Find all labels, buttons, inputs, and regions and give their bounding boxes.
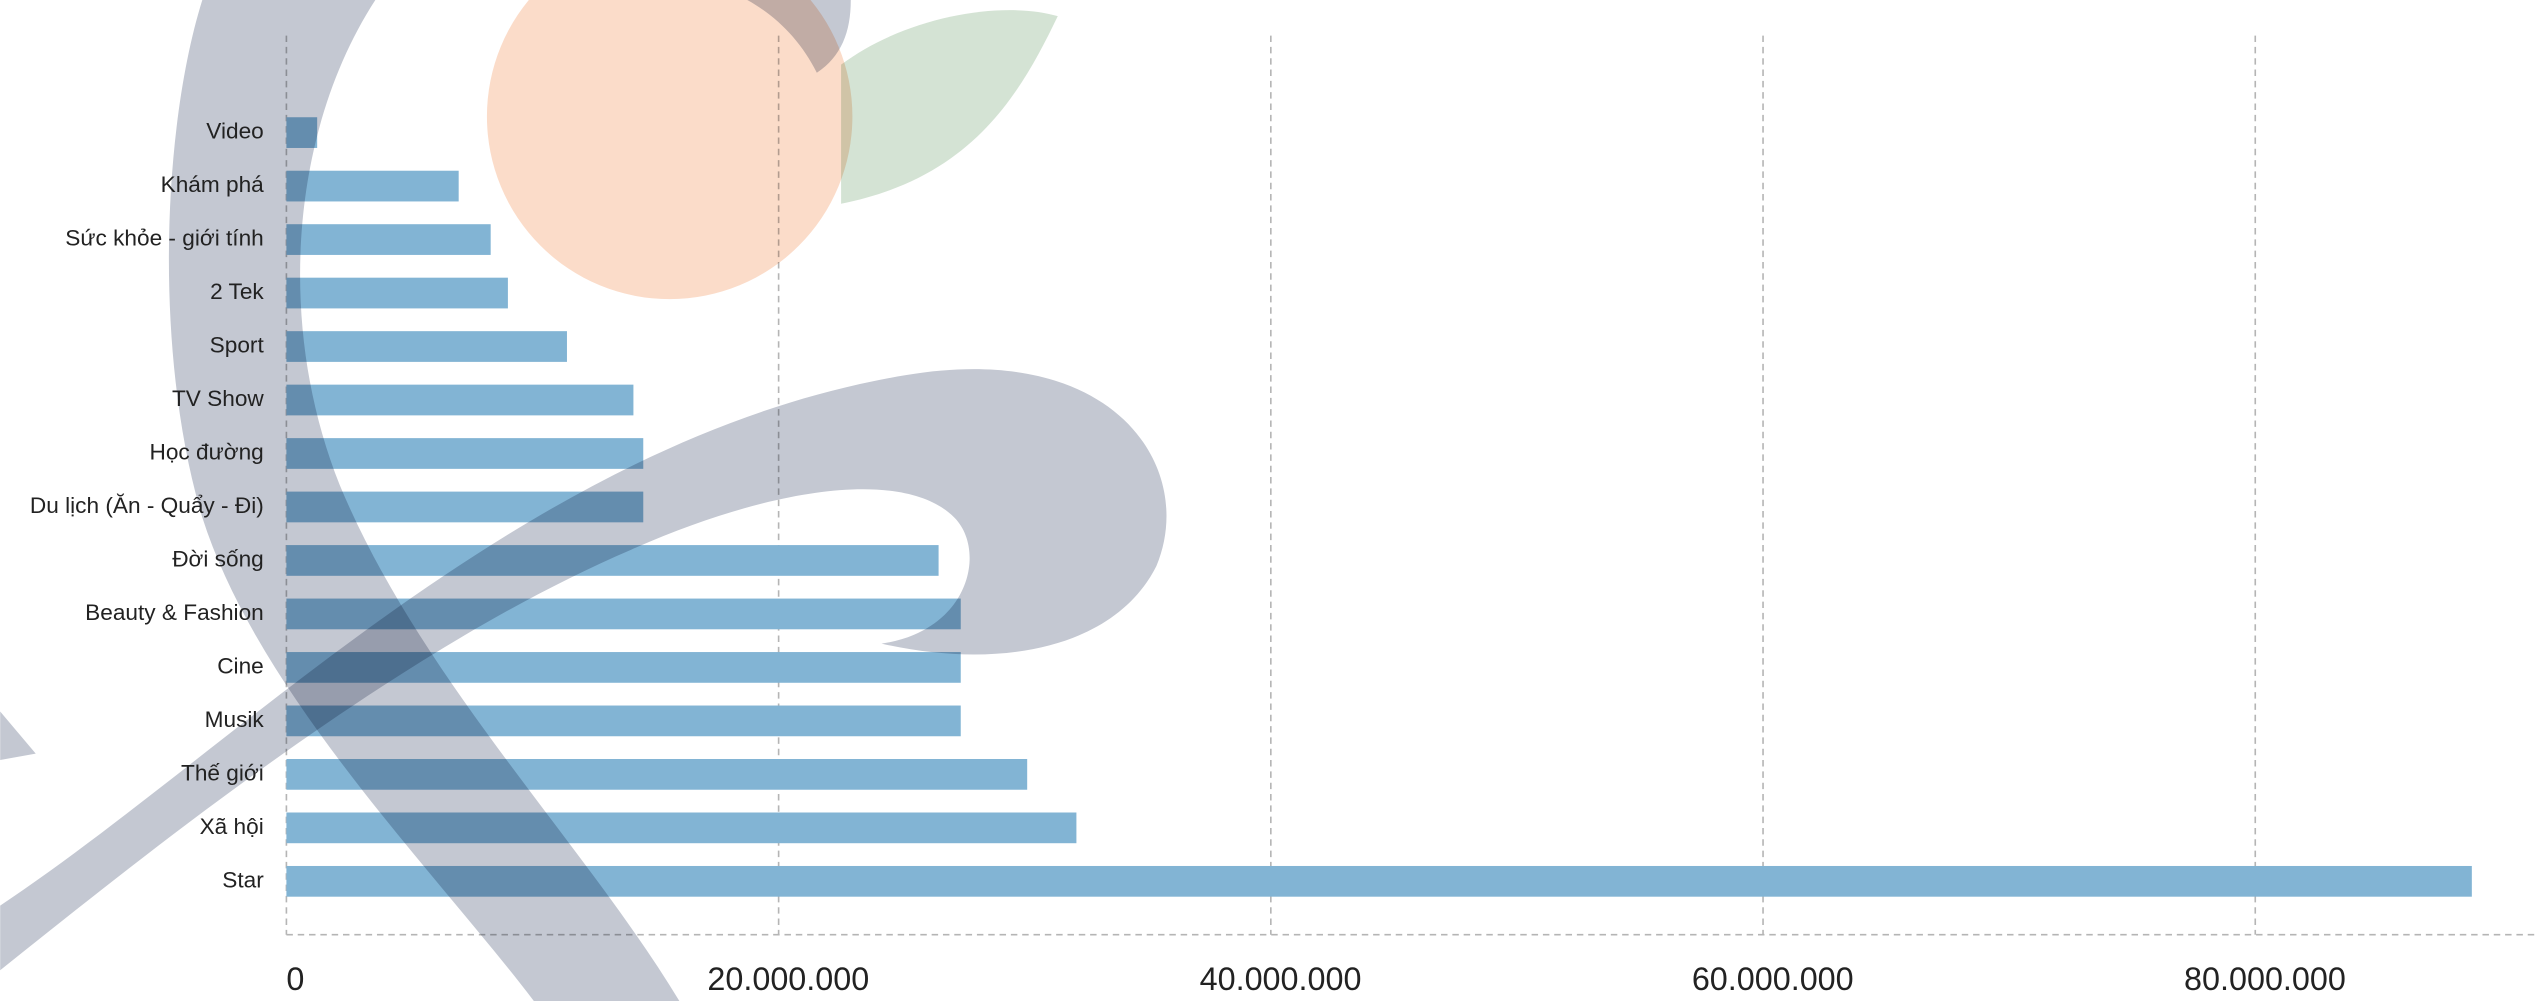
bar: [286, 224, 491, 255]
x-tick-label: 40.000.000: [1200, 961, 1362, 997]
bar: [286, 170, 459, 202]
x-tick-label: 60.000.000: [1692, 961, 1854, 997]
y-tick-label: Xã hội: [200, 814, 264, 839]
y-tick-label: Học đường: [150, 439, 264, 464]
x-tick-label: 80.000.000: [2184, 961, 2346, 997]
x-tick-label: 0: [286, 961, 304, 997]
y-tick-label: Thế giới: [181, 760, 264, 785]
y-tick-label: Cine: [217, 653, 264, 678]
deco-leaf: [841, 10, 1058, 204]
y-tick-label: Sức khỏe - giới tính: [65, 226, 264, 251]
y-tick-label: Beauty & Fashion: [85, 600, 264, 625]
labels: 0 20.000.000 40.000.000 60.000.000 80.000.00…: [30, 119, 2346, 998]
y-tick-label: Sport: [210, 333, 265, 358]
decoration: [0, 0, 1167, 1001]
bar: [286, 438, 644, 469]
y-tick-label: 2 Tek: [210, 279, 264, 304]
deco-top: [747, 0, 851, 73]
y-tick-label: TV Show: [172, 386, 264, 411]
x-tick-label: 20.000.000: [707, 961, 869, 997]
y-tick-label: Video: [206, 119, 263, 144]
bar: [286, 277, 508, 309]
bar: [286, 865, 2472, 897]
deco-curl: [0, 369, 1167, 971]
y-tick-label: Musik: [205, 707, 265, 732]
bar: [286, 384, 634, 416]
y-tick-label: Du lịch (Ăn - Quẩy - Đi): [30, 493, 264, 518]
y-tick-label: Đời sống: [172, 546, 264, 571]
y-tick-label: Khám phá: [161, 172, 265, 197]
deco-circle: [486, 0, 853, 300]
deco-swoosh: [168, 0, 680, 1001]
deco-tip: [0, 711, 36, 761]
y-tick-label: Star: [222, 867, 264, 892]
bar: [286, 331, 567, 362]
